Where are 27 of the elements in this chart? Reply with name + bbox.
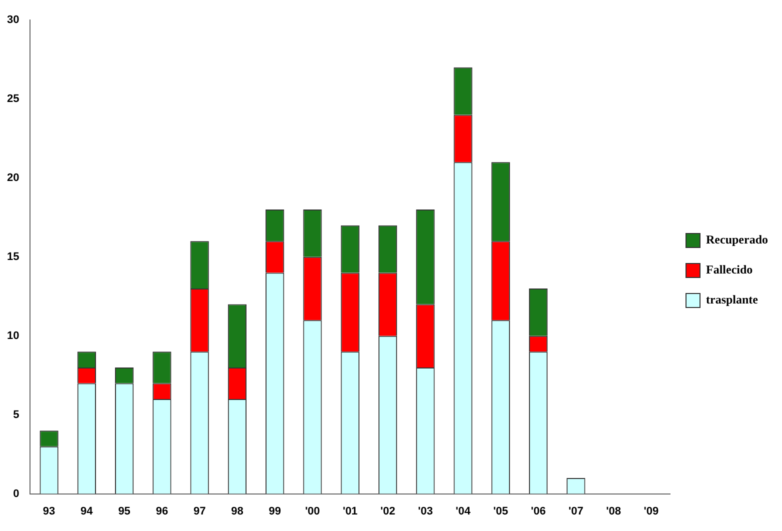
- y-tick-label: 5: [13, 408, 20, 421]
- y-tick-label: 30: [6, 14, 20, 26]
- x-tick-label: 94: [80, 505, 94, 518]
- x-tick-label: '00: [305, 505, 320, 518]
- y-tick-label: 20: [6, 172, 20, 184]
- y-tick-label: 25: [6, 93, 20, 105]
- x-tick-label: 99: [268, 505, 281, 518]
- legend-label: trasplante: [706, 292, 759, 307]
- legend-label: Recuperado: [706, 232, 768, 247]
- x-tick-label: 98: [231, 505, 244, 518]
- x-tick-label: 97: [193, 505, 206, 518]
- x-tick-label: 95: [118, 505, 130, 518]
- x-tick-label: '02: [380, 505, 396, 518]
- y-tick-label: 10: [6, 330, 20, 342]
- x-tick-label: 96: [156, 505, 168, 518]
- y-tick-label: 0: [13, 488, 20, 500]
- x-tick-label: '04: [456, 505, 472, 518]
- x-tick-label: '05: [493, 505, 508, 518]
- x-tick-label: '07: [568, 505, 584, 518]
- x-tick-label: '08: [606, 505, 621, 518]
- x-tick-label: 93: [42, 505, 56, 518]
- x-tick-label: '09: [644, 505, 659, 518]
- legend-label: Fallecido: [706, 262, 753, 277]
- x-tick-label: '06: [530, 505, 546, 518]
- x-tick-label: '03: [418, 505, 433, 518]
- x-tick-label: '01: [342, 505, 358, 518]
- y-tick-label: 15: [6, 250, 20, 263]
